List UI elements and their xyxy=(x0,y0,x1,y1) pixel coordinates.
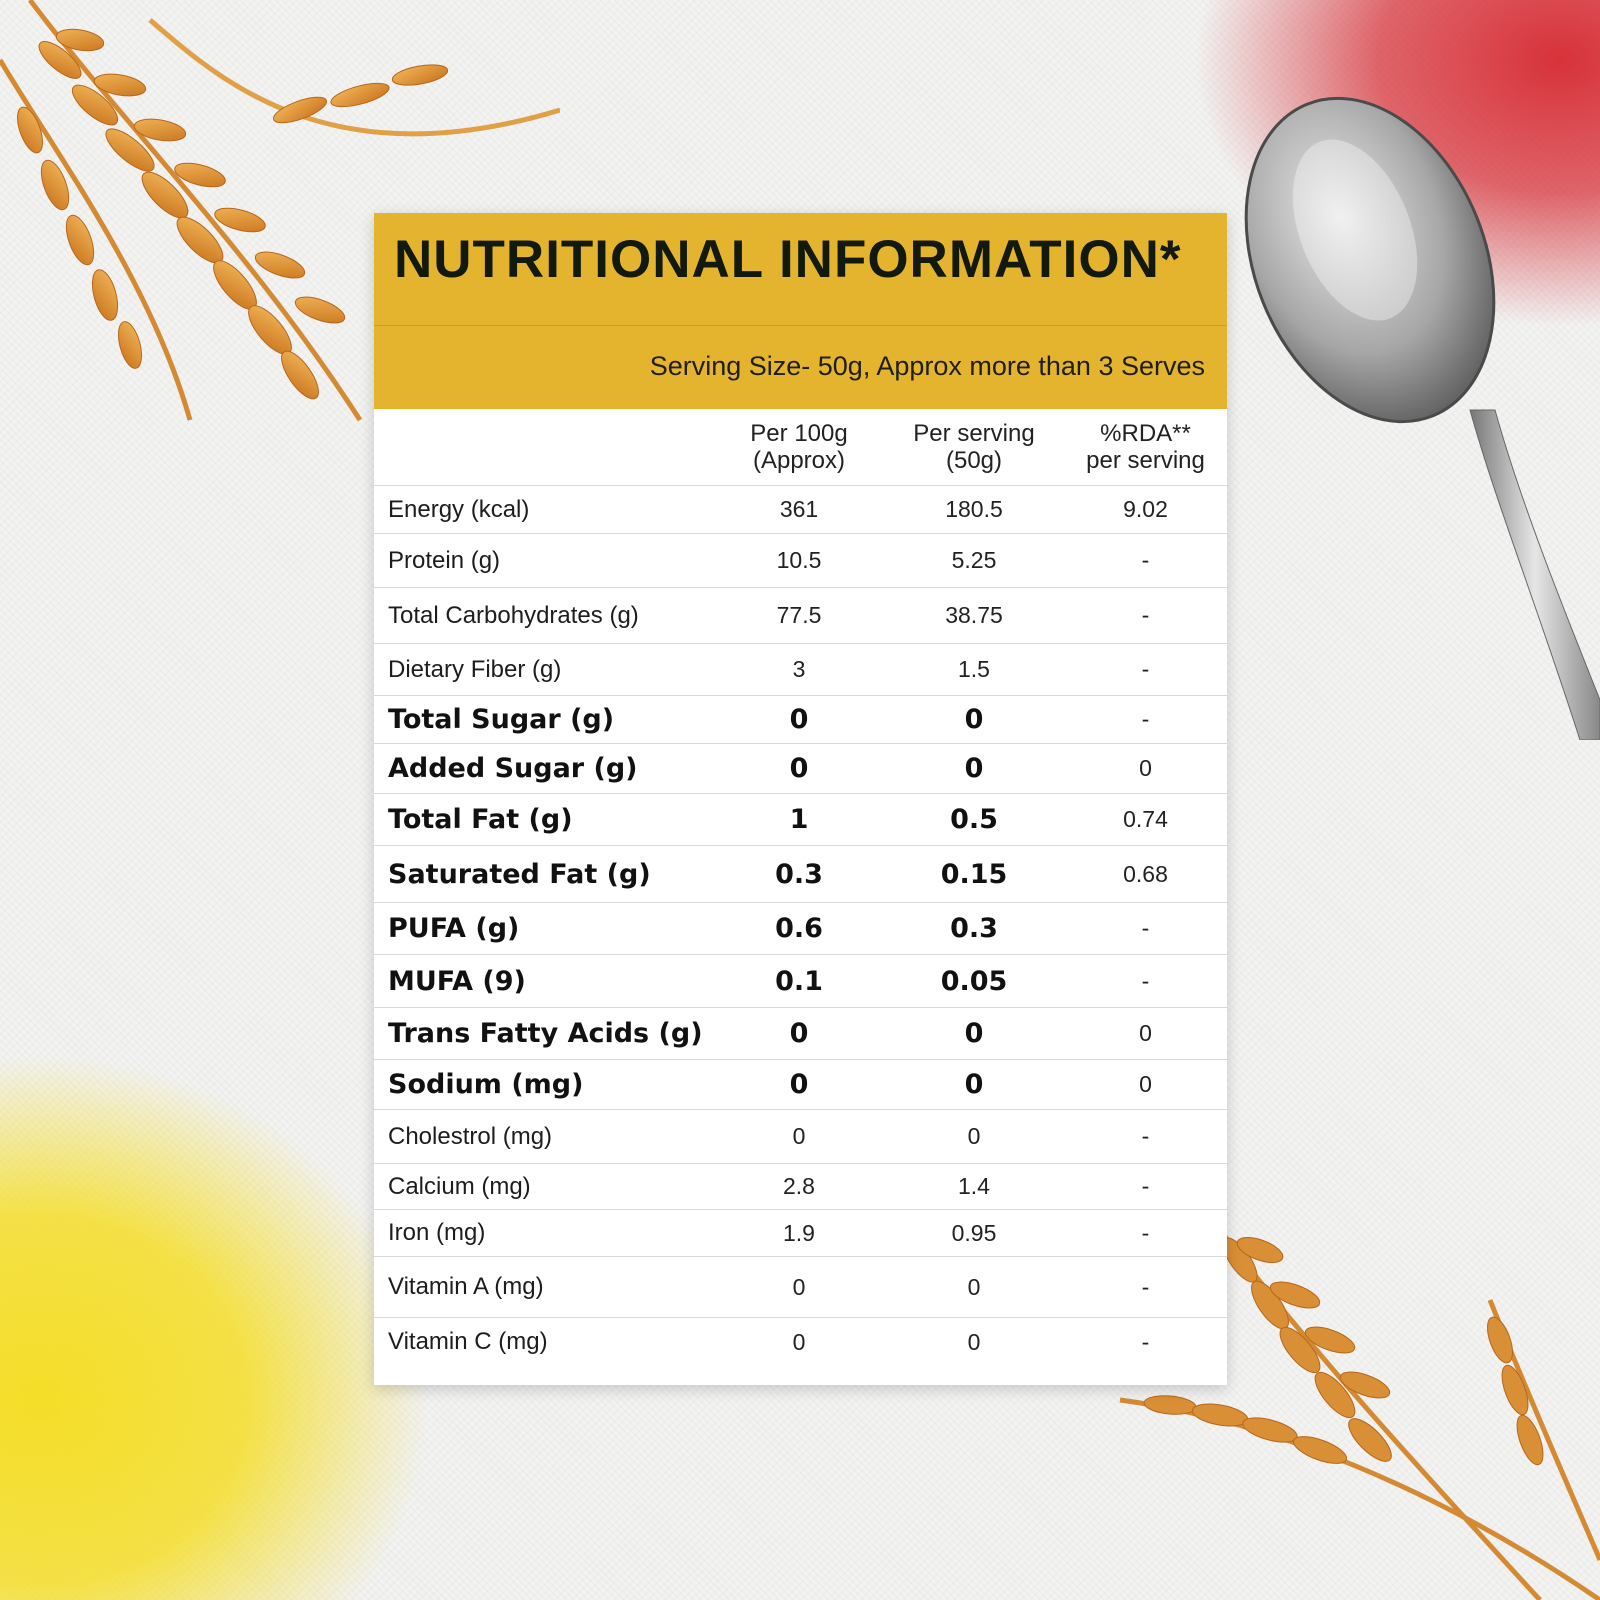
nutrient-name: Cholestrol (mg) xyxy=(374,1109,714,1164)
table-row: Calcium (mg) 2.8 1.4- xyxy=(374,1163,1227,1210)
per-100g-value: 2.8 xyxy=(714,1163,884,1210)
nutrient-name: Protein (g) xyxy=(374,533,714,588)
nutrient-name: Vitamin C (mg) xyxy=(388,1328,548,1356)
table-row: Total Carbohydrates (g) 77.5 38.75- xyxy=(374,587,1227,644)
per-serving-value: 38.75 xyxy=(884,587,1064,644)
table-row: Dietary Fiber (g) 3 1.5- xyxy=(374,643,1227,696)
nutrient-name: Iron (mg) xyxy=(374,1209,714,1257)
table-row: Energy (kcal) 361 180.5 9.02 xyxy=(374,485,1227,534)
nutrition-table: Per 100g (Approx) Per serving (50g) %RDA**… xyxy=(374,409,1227,1367)
rda-value: - xyxy=(1064,902,1227,955)
per-100g-value: 1 xyxy=(714,793,884,846)
per-serving-value: 0 xyxy=(967,1328,981,1355)
wheat-stalks-icon xyxy=(1119,1230,1600,1600)
rda-value: - xyxy=(1064,1163,1227,1210)
nutrient-name: Sodium (mg) xyxy=(374,1059,714,1110)
nutrient-name: Saturated Fat (g) xyxy=(374,845,714,903)
table-row: Cholestrol (mg) 0 0- xyxy=(374,1109,1227,1164)
nutrient-name: Trans Fatty Acids (g) xyxy=(374,1007,714,1060)
nutrient-name: Vitamin A (mg) xyxy=(374,1256,714,1318)
per-100g-value: 0.1 xyxy=(714,954,884,1008)
per-serving-value: 0.05 xyxy=(884,954,1064,1008)
panel-header: NUTRITIONAL INFORMATION* Serving Size- 5… xyxy=(374,213,1227,409)
per-serving-value: 0 xyxy=(884,1256,1064,1318)
rda-value: - xyxy=(1064,643,1227,696)
table-row: Protein (g) 10.5 5.25- xyxy=(374,533,1227,588)
table-row: Trans Fatty Acids (g) 0 0 0 xyxy=(374,1007,1227,1060)
per-serving-value: 0.15 xyxy=(884,845,1064,903)
nutrient-name: Added Sugar (g) xyxy=(374,743,714,794)
nutrient-name: Energy (kcal) xyxy=(374,485,714,534)
rda-value: 0 xyxy=(1064,1007,1227,1060)
per-100g-value: 0 xyxy=(714,1109,884,1164)
rda-value: - xyxy=(1064,587,1227,644)
per-100g-value: 0 xyxy=(714,1007,884,1060)
nutrient-name: MUFA (9) xyxy=(374,954,714,1008)
per-100g-value: 3 xyxy=(714,643,884,696)
spoon-icon xyxy=(1244,96,1600,740)
per-serving-value: 0 xyxy=(884,695,1064,744)
per-100g-value: 0 xyxy=(714,695,884,744)
table-row: MUFA (9) 0.1 0.05- xyxy=(374,954,1227,1008)
per-100g-value: 0 xyxy=(714,1059,884,1110)
table-row: Iron (mg) 1.9 0.95- xyxy=(374,1209,1227,1257)
per-100g-value: 0.6 xyxy=(714,902,884,955)
per-serving-value: 1.5 xyxy=(884,643,1064,696)
rda-value: - xyxy=(1064,954,1227,1008)
per-serving-value: 0.5 xyxy=(884,793,1064,846)
per-serving-value: 0 xyxy=(884,1109,1064,1164)
nutrient-name: Total Sugar (g) xyxy=(374,695,714,744)
table-header-row: Per 100g (Approx) Per serving (50g) %RDA**… xyxy=(374,409,1227,486)
per-100g-value: 10.5 xyxy=(714,533,884,588)
rda-value: 0.74 xyxy=(1064,793,1227,846)
per-100g-value: 77.5 xyxy=(714,587,884,644)
rda-value: 9.02 xyxy=(1064,485,1227,534)
per-serving-value: 180.5 xyxy=(884,485,1064,534)
serving-size-note: Serving Size- 50g, Approx more than 3 Se… xyxy=(649,351,1205,381)
table-row: Vitamin C (mg) 0 0 - xyxy=(374,1318,1227,1367)
column-header-per-100g: Per 100g (Approx) xyxy=(714,409,884,486)
panel-title: NUTRITIONAL INFORMATION* xyxy=(394,230,1182,289)
per-100g-value: 0 xyxy=(714,1256,884,1318)
column-header-per-serving: Per serving (50g) xyxy=(884,409,1064,486)
nutrition-panel: NUTRITIONAL INFORMATION* Serving Size- 5… xyxy=(374,213,1227,1385)
rda-value: 0 xyxy=(1064,1059,1227,1110)
per-100g-value: 0 xyxy=(792,1328,806,1355)
nutrient-name: Calcium (mg) xyxy=(374,1163,714,1210)
rda-value: 0 xyxy=(1064,743,1227,794)
rda-value: - xyxy=(1064,1256,1227,1318)
per-100g-value: 1.9 xyxy=(714,1209,884,1257)
per-serving-value: 0.95 xyxy=(884,1209,1064,1257)
rda-value: - xyxy=(1064,533,1227,588)
nutrient-name: Total Fat (g) xyxy=(374,793,714,846)
per-serving-value: 0 xyxy=(884,1007,1064,1060)
per-serving-value: 0 xyxy=(884,1059,1064,1110)
table-row: PUFA (g) 0.6 0.3- xyxy=(374,902,1227,955)
per-serving-value: 0 xyxy=(884,743,1064,794)
column-header-nutrient xyxy=(374,409,714,486)
rda-value: - xyxy=(1064,1209,1227,1257)
rda-value: - xyxy=(1141,1328,1150,1355)
nutrient-name: Dietary Fiber (g) xyxy=(374,643,714,696)
column-header-rda: %RDA** per serving xyxy=(1064,409,1227,486)
wheat-stalks-icon xyxy=(0,0,560,422)
per-serving-value: 0.3 xyxy=(884,902,1064,955)
table-row: Added Sugar (g) 0 0 0 xyxy=(374,743,1227,794)
per-100g-value: 0 xyxy=(714,743,884,794)
per-100g-value: 361 xyxy=(714,485,884,534)
table-row: Saturated Fat (g) 0.3 0.15 0.68 xyxy=(374,845,1227,903)
table-row: Total Sugar (g) 0 0- xyxy=(374,695,1227,744)
nutrient-name: Total Carbohydrates (g) xyxy=(374,587,714,644)
rda-value: 0.68 xyxy=(1064,845,1227,903)
table-row: Vitamin A (mg) 0 0- xyxy=(374,1256,1227,1318)
rda-value: - xyxy=(1064,695,1227,744)
table-row: Total Fat (g) 1 0.5 0.74 xyxy=(374,793,1227,846)
per-100g-value: 0.3 xyxy=(714,845,884,903)
table-row: Sodium (mg) 0 0 0 xyxy=(374,1059,1227,1110)
per-serving-value: 5.25 xyxy=(884,533,1064,588)
rda-value: - xyxy=(1064,1109,1227,1164)
nutrient-name: PUFA (g) xyxy=(374,902,714,955)
header-divider xyxy=(374,325,1227,326)
per-serving-value: 1.4 xyxy=(884,1163,1064,1210)
